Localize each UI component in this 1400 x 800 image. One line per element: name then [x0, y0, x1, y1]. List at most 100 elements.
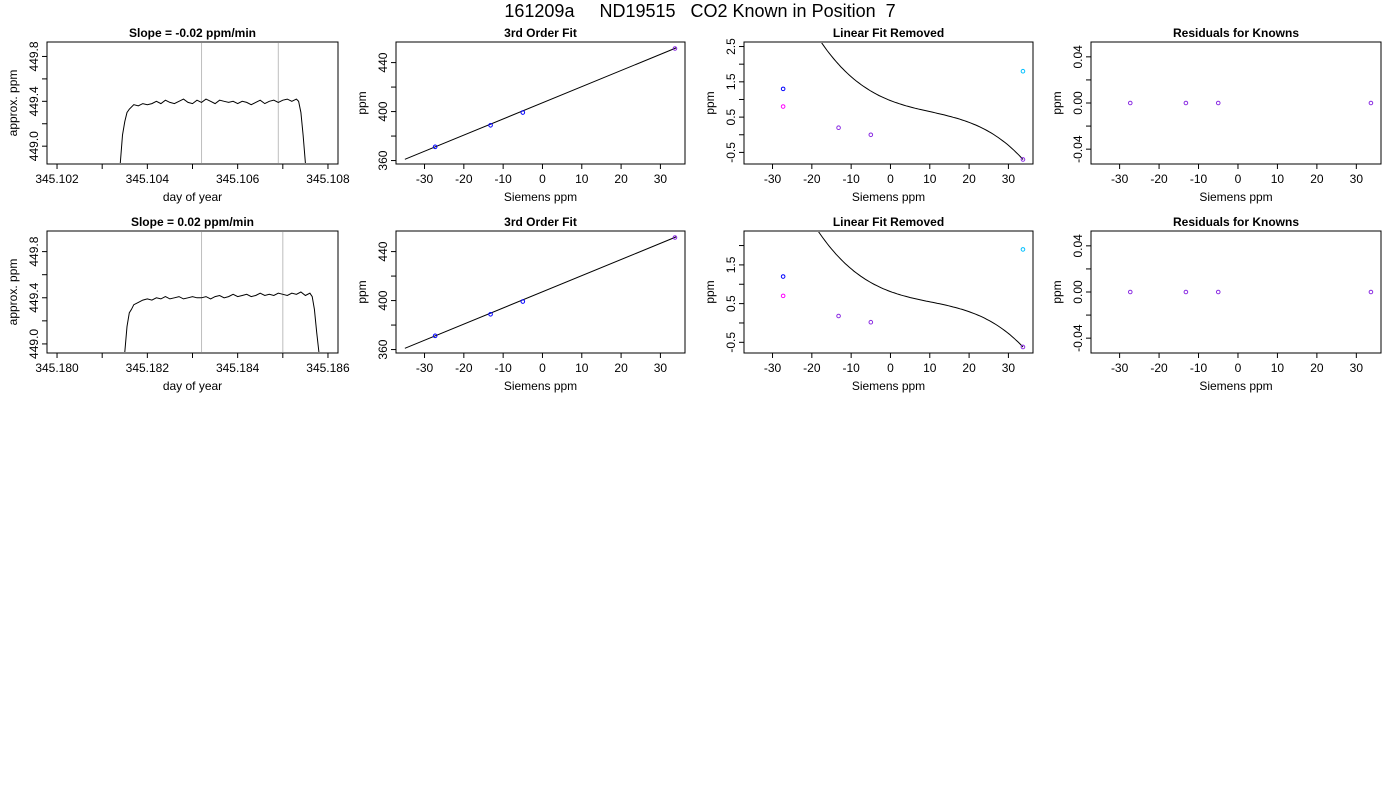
x-tick-label: -10	[1190, 172, 1208, 186]
x-tick-label: 30	[1350, 361, 1364, 375]
panel-8: Residuals for Knowns -30 -20 -10 0 10 20 30 Siem…	[1050, 215, 1382, 393]
x-tick-label: -20	[455, 172, 473, 186]
x-tick-label: 345.102	[35, 172, 79, 186]
y-tick-label: 360	[376, 150, 390, 170]
x-tick-label: -30	[416, 172, 434, 186]
data-point	[1127, 289, 1133, 295]
x-tick-label: 345.182	[126, 361, 170, 375]
panel-title: Residuals for Knowns	[1173, 26, 1299, 40]
x-tick-label: -20	[803, 172, 821, 186]
y-tick-label: 1.5	[724, 256, 738, 273]
y-tick-label: 0.04	[1071, 234, 1085, 258]
x-tick-label: 0	[887, 361, 894, 375]
plot-area	[124, 232, 320, 352]
panel-1: Slope = -0.02 ppm/min 345.102 345.104 345.1…	[6, 26, 350, 204]
data-point	[1020, 344, 1026, 350]
x-tick-label: 345.104	[126, 172, 170, 186]
plot-area	[780, 43, 1026, 162]
plot-frame	[743, 41, 1034, 165]
x-axis-label: Siemens ppm	[504, 190, 577, 204]
x-axis-label: Siemens ppm	[1199, 379, 1272, 393]
plot-area	[119, 43, 306, 163]
panel-title: Residuals for Knowns	[1173, 215, 1299, 229]
data-trace	[119, 98, 306, 163]
x-tick-label: 10	[575, 172, 589, 186]
panel-title: 3rd Order Fit	[504, 215, 577, 229]
data-point	[868, 132, 874, 138]
x-tick-label: -10	[842, 172, 860, 186]
x-tick-label: -10	[1190, 361, 1208, 375]
y-axis-label: ppm	[355, 91, 369, 114]
x-tick-label: 20	[614, 172, 628, 186]
x-axis-label: Siemens ppm	[852, 379, 925, 393]
data-point	[1215, 100, 1221, 106]
y-tick-label: 360	[376, 339, 390, 359]
data-point	[488, 311, 493, 317]
plot-frame	[1090, 230, 1382, 354]
data-point	[1127, 100, 1133, 106]
x-tick-label: 30	[1350, 172, 1364, 186]
data-point	[432, 144, 438, 150]
y-tick-label: 449.0	[27, 329, 41, 359]
x-tick-label: 345.184	[216, 361, 260, 375]
x-axis-label: Siemens ppm	[852, 190, 925, 204]
fit-line	[404, 47, 677, 160]
plot-area	[780, 232, 1026, 350]
data-point	[1020, 68, 1026, 74]
x-tick-label: 345.180	[35, 361, 79, 375]
panel-title: Linear Fit Removed	[833, 215, 944, 229]
x-tick-label: 10	[923, 172, 937, 186]
data-point	[836, 125, 841, 131]
y-tick-label: 400	[376, 101, 390, 121]
x-axis-label: day of year	[163, 190, 222, 204]
y-tick-label: 449.4	[27, 86, 41, 116]
panel-title: 3rd Order Fit	[504, 26, 577, 40]
y-tick-label: 0.04	[1071, 45, 1085, 69]
y-tick-label: -0.5	[724, 332, 738, 353]
x-tick-label: -30	[764, 361, 782, 375]
x-tick-label: -20	[803, 361, 821, 375]
x-tick-label: 20	[962, 361, 976, 375]
y-axis-label: approx. ppm	[6, 259, 20, 326]
data-point	[672, 235, 678, 240]
panel-2: 3rd Order Fit -30 -20 -10 0 10 20 30 Siemens ppm…	[355, 26, 686, 204]
x-tick-label: -10	[842, 361, 860, 375]
x-tick-label: 0	[1235, 361, 1242, 375]
x-tick-label: 345.108	[306, 172, 350, 186]
fit-curve	[821, 43, 1024, 160]
data-point	[836, 313, 841, 319]
data-point	[780, 104, 786, 109]
data-point	[868, 319, 874, 325]
y-tick-label: 449.0	[27, 131, 41, 161]
x-tick-label: -20	[455, 361, 473, 375]
y-tick-label: -0.04	[1071, 324, 1085, 352]
plot-area	[1127, 289, 1374, 295]
y-tick-label: -0.04	[1071, 135, 1085, 163]
x-tick-label: -30	[1111, 361, 1129, 375]
data-point	[672, 46, 678, 51]
y-axis-label: ppm	[703, 280, 717, 303]
y-tick-label: 2.5	[724, 38, 738, 55]
plot-frame	[395, 230, 686, 354]
y-axis-label: ppm	[703, 91, 717, 114]
plot-frame	[46, 230, 339, 354]
data-point	[1020, 157, 1026, 162]
panel-3: Linear Fit Removed -30 -20 -10 0 10 20 30 Siemen…	[703, 26, 1034, 204]
x-axis-label: day of year	[163, 379, 222, 393]
panel-title: Slope = 0.02 ppm/min	[131, 215, 254, 229]
x-tick-label: -10	[494, 172, 512, 186]
x-tick-label: -30	[764, 172, 782, 186]
data-point	[1215, 289, 1221, 295]
fit-curve	[818, 232, 1024, 348]
x-tick-label: -30	[416, 361, 434, 375]
plot-area	[1127, 100, 1374, 106]
figure-title: 161209a ND19515 CO2 Known in Position 7	[504, 1, 896, 21]
x-axis-label: Siemens ppm	[504, 379, 577, 393]
plot-area	[404, 235, 678, 349]
data-point	[780, 293, 786, 299]
y-axis-label: ppm	[1050, 91, 1064, 114]
fit-line	[404, 236, 677, 349]
x-tick-label: 30	[654, 361, 668, 375]
panel-title: Slope = -0.02 ppm/min	[129, 26, 256, 40]
